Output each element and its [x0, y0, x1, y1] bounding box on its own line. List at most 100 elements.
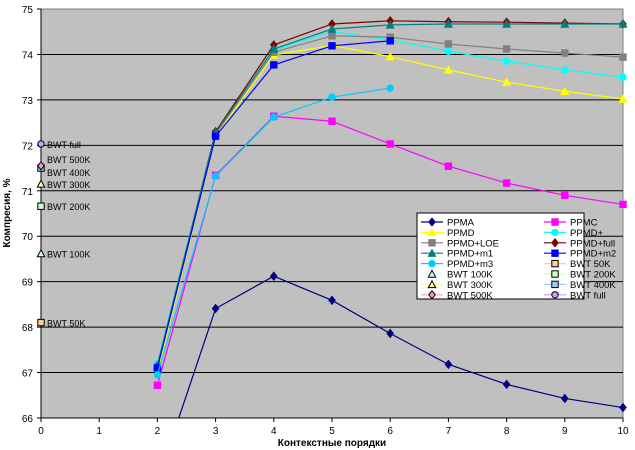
data-point [37, 202, 45, 210]
x-tick-label: 7 [446, 426, 452, 437]
legend-marker [551, 259, 559, 268]
data-point [619, 73, 627, 81]
series-ppmd-m3 [153, 84, 394, 379]
data-point [153, 371, 162, 379]
data-point [328, 117, 336, 125]
legend-label: PPMD+ [570, 228, 603, 239]
x-tick-label: 0 [38, 426, 44, 437]
legend-label: PPMA [447, 218, 475, 229]
data-point [385, 51, 395, 61]
data-point [502, 179, 511, 187]
point-label: BWT 300K [47, 180, 90, 190]
point-label: BWT full [47, 140, 81, 150]
x-axis-label: Контекстные порядки [278, 438, 386, 449]
data-point [269, 44, 279, 53]
point-label: BWT 100K [47, 249, 90, 259]
y-tick-label: 73 [22, 96, 34, 107]
data-point [502, 57, 511, 65]
legend-marker [551, 249, 559, 257]
series-ppma [178, 271, 627, 419]
x-tick-label: 3 [213, 426, 219, 437]
data-point [502, 45, 511, 53]
x-tick-label: 9 [562, 426, 568, 437]
data-point [444, 359, 453, 370]
x-tick-label: 10 [617, 426, 629, 437]
data-point [211, 132, 220, 140]
legend-label: PPMD [447, 228, 475, 239]
legend-marker [428, 289, 436, 300]
data-point [443, 19, 453, 28]
data-point [386, 140, 394, 148]
grid [41, 53, 623, 374]
x-tick-label: 2 [155, 426, 161, 437]
legend-marker [551, 228, 559, 237]
series-ppmd-m1 [152, 19, 628, 370]
legend-label: BWT full [570, 290, 606, 301]
legend-marker [428, 259, 436, 268]
data-point [561, 191, 569, 200]
data-point [444, 162, 453, 170]
legend-label: PPMD+LOE [447, 238, 499, 249]
x-tick-label: 8 [504, 426, 510, 437]
legend-marker [427, 279, 437, 289]
data-point [36, 179, 46, 188]
data-point [385, 20, 395, 29]
legend-label: BWT 300K [447, 280, 493, 291]
legend-label: PPMD+full [570, 238, 615, 249]
y-tick-label: 74 [22, 50, 34, 61]
data-point [328, 93, 336, 101]
data-point [328, 295, 336, 306]
data-point [560, 393, 569, 404]
point-label: BWT 200K [47, 202, 90, 212]
legend-label: BWT 400K [570, 280, 616, 291]
data-point [36, 248, 46, 258]
data-point [328, 42, 336, 50]
data-point [560, 86, 570, 95]
series-bwt-300k [36, 179, 46, 188]
point-label: BWT 50K [47, 319, 85, 329]
data-point [619, 53, 627, 61]
x-tick-label: 6 [387, 426, 393, 437]
data-point [328, 32, 336, 40]
series-bwt-50k [37, 318, 45, 327]
y-tick-label: 69 [22, 278, 34, 289]
legend-label: PPMD+m1 [447, 249, 493, 260]
y-tick-label: 71 [22, 187, 34, 198]
data-point [37, 318, 45, 327]
legend: PPMA PPMC PPMD PPMD+ PPMD+LOE PPMD+full PPMD+m… [416, 212, 616, 301]
y-tick-label: 68 [22, 323, 34, 334]
legend-marker [551, 237, 559, 248]
data-point [153, 381, 162, 389]
data-point [618, 19, 628, 28]
data-point [502, 19, 512, 28]
y-tick-label: 70 [22, 232, 34, 243]
data-point [386, 84, 394, 92]
data-point [444, 47, 453, 55]
legend-label: PPMD+m3 [447, 259, 493, 270]
legend-box [416, 212, 585, 300]
series-bwt-100k [36, 248, 46, 258]
legend-marker [551, 270, 559, 278]
data-point [270, 61, 278, 69]
legend-marker [428, 239, 436, 247]
legend-label: BWT 500K [447, 290, 493, 301]
series-bwt-full [37, 140, 45, 148]
legend-label: PPMC [570, 218, 598, 229]
x-tick-label: 4 [271, 426, 277, 437]
data-point [561, 49, 569, 57]
data-point [443, 65, 453, 74]
y-tick-label: 72 [22, 141, 34, 152]
legend-label: BWT 50K [570, 259, 611, 270]
legend-marker [427, 248, 437, 257]
legend-marker [427, 269, 437, 278]
data-point [560, 19, 570, 28]
point-label: BWT 400K [47, 168, 90, 178]
data-point [269, 271, 278, 282]
data-point [444, 40, 453, 48]
data-point [386, 37, 394, 45]
data-point [618, 94, 628, 103]
series-bwt-500k [37, 160, 45, 171]
